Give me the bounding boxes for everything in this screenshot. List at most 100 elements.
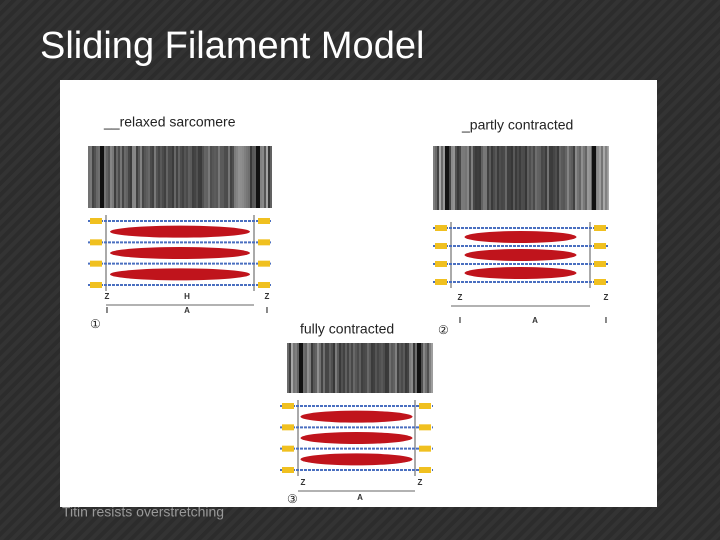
- micrograph-stripe: [493, 146, 495, 210]
- titin: [258, 260, 270, 267]
- micrograph-stripe: [268, 146, 270, 208]
- micrograph-stripe: [270, 146, 272, 208]
- micrograph-stripe: [557, 146, 559, 210]
- micrograph-stripe: [597, 146, 599, 210]
- micrograph-stripe: [371, 343, 373, 393]
- micrograph-stripe: [252, 146, 254, 208]
- micrograph-stripe: [295, 343, 297, 393]
- micrograph-stripe: [291, 343, 293, 393]
- micrograph-stripe: [327, 343, 329, 393]
- micrograph-stripe: [309, 343, 311, 393]
- slide-title: Sliding Filament Model: [40, 25, 424, 67]
- micrograph-stripe: [202, 146, 204, 208]
- micrograph-stripe: [244, 146, 246, 208]
- micrograph-stripe: [383, 343, 385, 393]
- micrograph-stripe: [395, 343, 397, 393]
- titin: [419, 403, 431, 409]
- micrograph-stripe: [96, 146, 98, 208]
- micrograph-stripe: [262, 146, 264, 208]
- marker-label: Z: [418, 478, 423, 487]
- micrograph-stripe: [507, 146, 509, 210]
- micrograph-stripe: [369, 343, 371, 393]
- micrograph-stripe: [359, 343, 361, 393]
- micrograph-stripe: [144, 146, 146, 208]
- micrograph-stripe: [222, 146, 224, 208]
- micrograph-stripe: [146, 146, 148, 208]
- micrograph-stripe: [555, 146, 557, 210]
- titin: [258, 218, 270, 224]
- micrograph-stripe: [605, 146, 607, 210]
- micrograph-stripe: [533, 146, 535, 210]
- micrograph-stripe: [230, 146, 232, 208]
- micrograph-stripe: [216, 146, 218, 208]
- panel-label: fully contracted: [300, 321, 394, 337]
- micrograph-stripe: [451, 146, 453, 210]
- micrograph-stripe: [365, 343, 367, 393]
- micrograph-stripe: [459, 146, 461, 210]
- micrograph-stripe: [152, 146, 154, 208]
- micrograph-stripe: [421, 343, 423, 393]
- micrograph-stripe: [373, 343, 375, 393]
- micrograph-stripe: [341, 343, 343, 393]
- micrograph-stripe: [475, 146, 477, 210]
- micrograph-stripe: [457, 146, 459, 210]
- micrograph-stripe: [162, 146, 164, 208]
- micrograph-stripe: [559, 146, 561, 210]
- micrograph-stripe: [329, 343, 331, 393]
- micrograph-stripe: [415, 343, 417, 393]
- micrograph-stripe: [489, 146, 491, 210]
- marker-label: I: [459, 316, 461, 325]
- micrograph-stripe: [200, 146, 202, 208]
- micrograph-stripe: [515, 146, 517, 210]
- micrograph-stripe: [567, 146, 569, 210]
- marker-label: A: [184, 306, 190, 315]
- micrograph-stripe: [411, 343, 413, 393]
- micrograph-stripe: [138, 146, 140, 208]
- micrograph-stripe: [539, 146, 541, 210]
- micrograph-stripe: [607, 146, 609, 210]
- micrograph-stripe: [409, 343, 411, 393]
- micrograph-stripe: [599, 146, 601, 210]
- micrograph-stripe: [363, 343, 365, 393]
- micrograph-stripe: [172, 146, 174, 208]
- micrograph-stripe: [220, 146, 222, 208]
- marker-label: H: [184, 292, 190, 301]
- titin: [594, 243, 606, 249]
- micrograph-stripe: [114, 146, 116, 208]
- micrograph-stripe: [495, 146, 497, 210]
- micrograph-stripe: [537, 146, 539, 210]
- micrograph-stripe: [545, 146, 547, 210]
- micrograph-stripe: [393, 343, 395, 393]
- micrograph-stripe: [160, 146, 162, 208]
- titin: [594, 225, 606, 231]
- micrograph-stripe: [587, 146, 589, 210]
- micrograph-stripe: [405, 343, 407, 393]
- micrograph-stripe: [92, 146, 94, 208]
- micrograph-stripe: [104, 146, 106, 208]
- micrograph-stripe: [210, 146, 212, 208]
- marker-label: A: [357, 493, 363, 502]
- panel-number: ①: [90, 317, 101, 331]
- micrograph-stripe: [547, 146, 549, 210]
- micrograph-stripe: [174, 146, 176, 208]
- micrograph-stripe: [361, 343, 363, 393]
- titin: [594, 261, 606, 267]
- micrograph-stripe: [403, 343, 405, 393]
- micrograph-stripe: [254, 146, 256, 208]
- micrograph-stripe: [353, 343, 355, 393]
- micrograph-stripe: [134, 146, 136, 208]
- titin: [419, 445, 431, 452]
- micrograph-stripe: [120, 146, 122, 208]
- micrograph-stripe: [112, 146, 114, 208]
- micrograph-stripe: [521, 146, 523, 210]
- micrograph-stripe: [264, 146, 266, 208]
- micrograph-stripe: [116, 146, 118, 208]
- micrograph-stripe: [315, 343, 317, 393]
- micrograph-stripe: [529, 146, 531, 210]
- micrograph-stripe: [212, 146, 214, 208]
- micrograph-stripe: [188, 146, 190, 208]
- micrograph-stripe: [142, 146, 144, 208]
- micrograph-stripe: [573, 146, 575, 210]
- micrograph-stripe: [186, 146, 188, 208]
